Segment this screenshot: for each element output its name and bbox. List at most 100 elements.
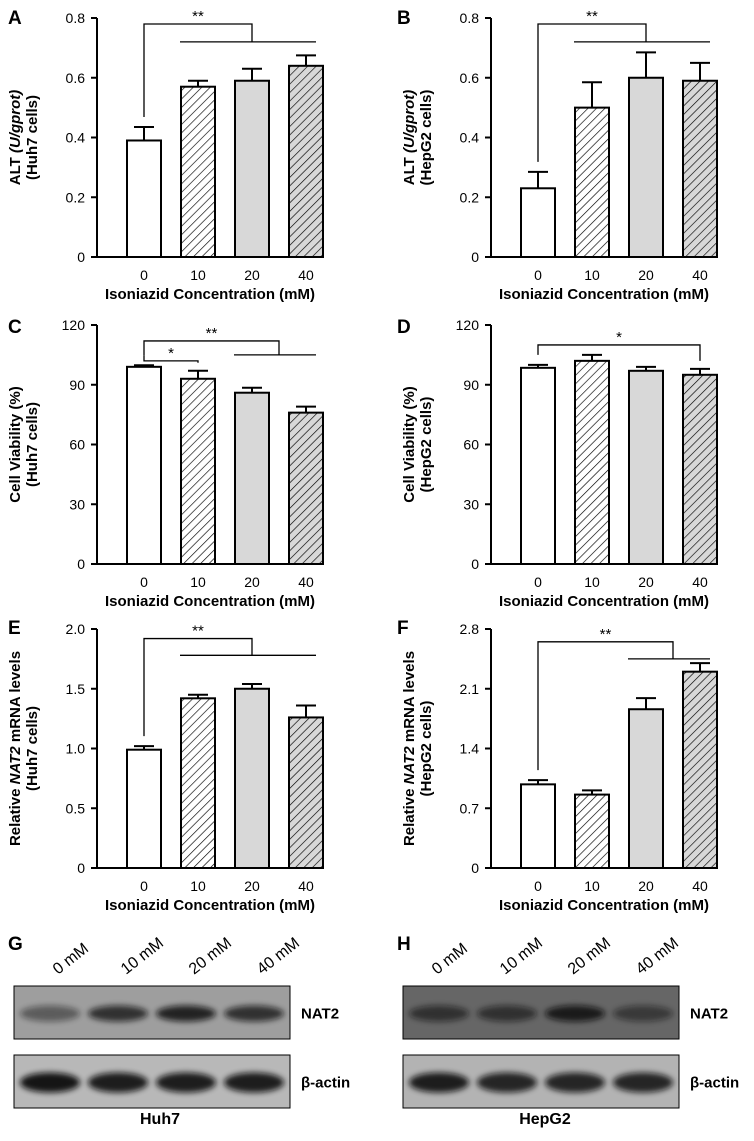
bar <box>180 697 216 869</box>
bar <box>180 377 216 565</box>
y-axis-label-cells: (Huh7 cells) <box>24 402 41 487</box>
x-tick-label: 10 <box>190 574 206 590</box>
bar <box>288 411 324 565</box>
band-name: NAT2 <box>301 1006 339 1023</box>
y-tick-label: 2.0 <box>66 621 86 637</box>
blot-band <box>156 1072 216 1093</box>
bar <box>180 85 216 259</box>
significance-mark: ** <box>192 8 204 25</box>
y-tick-label: 0.2 <box>460 189 480 205</box>
x-tick-label: 40 <box>298 267 314 283</box>
chart-panel-d: D 0 30 60 90 120 0 10 20 40 Isoniazid Concentratio… <box>397 317 718 610</box>
x-axis-label: Isoniazid Concentration (mM) <box>105 593 315 610</box>
bar <box>520 783 556 869</box>
bar <box>126 365 162 566</box>
panel-letter: G <box>8 934 23 955</box>
bar <box>628 76 664 258</box>
y-tick-label: 0.6 <box>460 70 480 86</box>
blot-band <box>477 1072 537 1093</box>
bar <box>628 708 664 869</box>
panel-letter: E <box>8 618 21 639</box>
significance-mark: ** <box>586 8 598 25</box>
x-tick-label: 20 <box>638 878 654 894</box>
y-axis-label-cells: (HepG2 cells) <box>418 397 435 493</box>
y-tick-label: 1.4 <box>460 741 480 757</box>
x-tick-label: 10 <box>584 267 600 283</box>
blot-band <box>409 1072 469 1093</box>
bar <box>520 187 556 259</box>
significance-bracket <box>143 637 253 737</box>
y-axis-label: Cell Viability (%) <box>401 386 418 502</box>
x-tick-label: 20 <box>244 878 260 894</box>
lane-label: 20 mM <box>565 935 614 979</box>
y-axis-label: ALT (U/gprot) <box>401 90 418 186</box>
y-tick-label: 0.8 <box>66 10 86 26</box>
significance-bracket <box>537 344 701 361</box>
significance-mark: * <box>168 345 174 362</box>
significance-mark: ** <box>192 623 204 640</box>
y-tick-label: 120 <box>456 317 480 333</box>
bar <box>126 139 162 258</box>
blot-panel-g: G 0 mM 10 mM 20 mM 40 mM NAT2 β-actin Huh7 <box>8 934 350 1128</box>
panel-letter: C <box>8 317 22 338</box>
y-tick-label: 0 <box>77 860 85 876</box>
y-tick-label: 0.4 <box>66 130 86 146</box>
y-tick-label: 1.5 <box>66 681 86 697</box>
x-axis-label: Isoniazid Concentration (mM) <box>499 593 709 610</box>
x-tick-label: 10 <box>190 267 206 283</box>
x-axis-label: Isoniazid Concentration (mM) <box>499 897 709 914</box>
significance-bracket <box>143 23 253 118</box>
lane-label: 20 mM <box>186 935 235 979</box>
y-axis-label-cells: (Huh7 cells) <box>24 95 41 180</box>
cell-line-label: HepG2 <box>519 1111 571 1128</box>
blot-band <box>477 1005 537 1022</box>
y-axis-label: Relative NAT2 mRNA levels <box>401 651 418 846</box>
blot-band <box>156 1005 216 1022</box>
significance-mark: ** <box>206 325 218 342</box>
x-tick-label: 10 <box>584 878 600 894</box>
lane-label: 40 mM <box>633 935 682 979</box>
y-axis-label: Relative NAT2 mRNA levels <box>7 651 24 846</box>
x-axis-label: Isoniazid Concentration (mM) <box>499 286 709 303</box>
x-tick-label: 0 <box>534 267 542 283</box>
band-name: β-actin <box>690 1075 739 1092</box>
y-tick-label: 0.6 <box>66 70 86 86</box>
y-tick-label: 0 <box>471 249 479 265</box>
significance-bracket <box>537 23 647 162</box>
significance-bracket <box>143 340 280 356</box>
chart-panel-b: B 0 0.2 0.4 0.6 0.8 0 10 20 40 Isoniazid Concentra… <box>397 8 718 303</box>
significance-mark: * <box>616 329 622 346</box>
x-tick-label: 0 <box>140 267 148 283</box>
y-axis-label: ALT (U/gprot) <box>7 90 24 186</box>
bar <box>234 687 270 869</box>
blot-band <box>613 1005 673 1022</box>
x-axis-label: Isoniazid Concentration (mM) <box>105 286 315 303</box>
cell-line-label: Huh7 <box>140 1111 180 1128</box>
bar <box>234 79 270 258</box>
bar <box>288 716 324 869</box>
lane-label: 10 mM <box>118 935 167 979</box>
panel-letter: D <box>397 317 411 338</box>
chart-panel-c: C 0 30 60 90 120 0 10 20 40 Isoniazid Concentratio… <box>7 317 324 610</box>
y-tick-label: 0 <box>77 556 85 572</box>
y-tick-label: 0 <box>77 249 85 265</box>
x-tick-label: 0 <box>140 878 148 894</box>
y-tick-label: 2.8 <box>460 621 480 637</box>
x-tick-label: 40 <box>298 878 314 894</box>
y-tick-label: 0.4 <box>460 130 480 146</box>
y-tick-label: 0.5 <box>66 800 86 816</box>
blot-band <box>224 1072 284 1093</box>
chart-panel-f: F 0 0.7 1.4 2.1 2.8 0 10 20 40 Isoniazid Concentra… <box>397 618 718 914</box>
x-tick-label: 0 <box>534 574 542 590</box>
bar <box>682 373 718 565</box>
bar <box>574 106 610 258</box>
x-tick-label: 10 <box>584 574 600 590</box>
blot-band <box>20 1072 80 1093</box>
x-tick-label: 10 <box>190 878 206 894</box>
bar <box>628 369 664 565</box>
y-tick-label: 0 <box>471 556 479 572</box>
y-tick-label: 2.1 <box>460 681 480 697</box>
blot-panel-h: H 0 mM 10 mM 20 mM 40 mM NAT2 β-actin HepG2 <box>397 934 739 1128</box>
y-tick-label: 0.7 <box>460 800 480 816</box>
